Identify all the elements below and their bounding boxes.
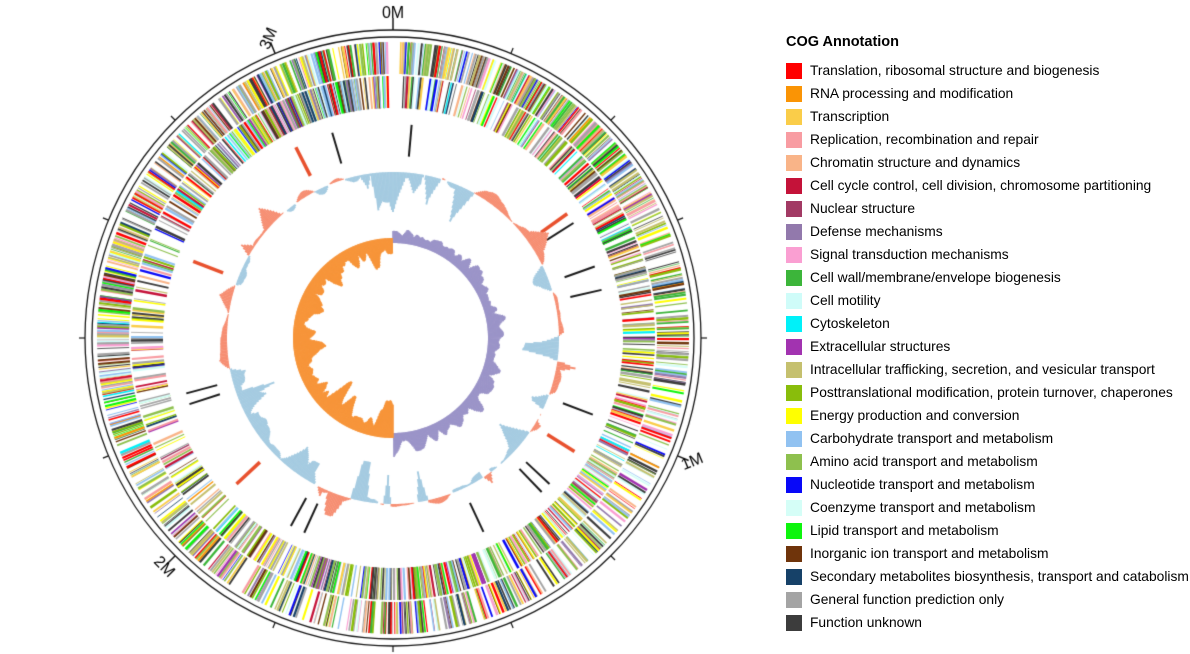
legend-label: Chromatin structure and dynamics [810,155,1021,170]
legend-label: Coenzyme transport and metabolism [810,500,1036,515]
legend-label: Lipid transport and metabolism [810,523,999,538]
legend-label: Cytoskeleton [810,316,890,331]
legend-label: Nucleotide transport and metabolism [810,477,1035,492]
legend-item: Extracellular structures [786,335,1190,358]
legend-label: Cell cycle control, cell division, chrom… [810,178,1152,193]
legend-rows: Translation, ribosomal structure and bio… [786,59,1190,634]
legend-item: Cell motility [786,289,1190,312]
legend-swatch [786,476,802,493]
legend-swatch [786,269,802,286]
legend-item: Secondary metabolites biosynthesis, tran… [786,565,1190,588]
legend-swatch [786,591,802,608]
legend-swatch [786,614,802,631]
legend-swatch [786,361,802,378]
legend-swatch [786,108,802,125]
legend-label: Energy production and conversion [810,408,1020,423]
legend-swatch [786,453,802,470]
legend-label: Intracellular trafficking, secretion, an… [810,362,1155,377]
legend-label: Secondary metabolites biosynthesis, tran… [810,569,1189,584]
legend-item: Lipid transport and metabolism [786,519,1190,542]
legend-item: General function prediction only [786,588,1190,611]
legend-swatch [786,430,802,447]
legend-swatch [786,131,802,148]
legend-label: Amino acid transport and metabolism [810,454,1038,469]
legend-label: Extracellular structures [810,339,951,354]
legend-item: Signal transduction mechanisms [786,243,1190,266]
legend-label: Cell motility [810,293,881,308]
legend-label: RNA processing and modification [810,86,1014,101]
cog-legend: COG Annotation Translation, ribosomal st… [786,34,1190,634]
legend-swatch [786,223,802,240]
legend-item: Nucleotide transport and metabolism [786,473,1190,496]
legend-swatch [786,292,802,309]
legend-item: Cytoskeleton [786,312,1190,335]
legend-swatch [786,85,802,102]
legend-swatch [786,499,802,516]
legend-swatch [786,315,802,332]
legend-swatch [786,154,802,171]
legend-item: Replication, recombination and repair [786,128,1190,151]
genome-circle-plot [0,0,780,654]
legend-item: Cell cycle control, cell division, chrom… [786,174,1190,197]
legend-item: Cell wall/membrane/envelope biogenesis [786,266,1190,289]
legend-item: Coenzyme transport and metabolism [786,496,1190,519]
legend-swatch [786,545,802,562]
legend-label: Nuclear structure [810,201,916,216]
legend-label: Posttranslational modification, protein … [810,385,1173,400]
legend-swatch [786,338,802,355]
legend-item: Chromatin structure and dynamics [786,151,1190,174]
legend-label: Transcription [810,109,890,124]
legend-label: Inorganic ion transport and metabolism [810,546,1049,561]
legend-item: Nuclear structure [786,197,1190,220]
legend-label: Cell wall/membrane/envelope biogenesis [810,270,1061,285]
legend-item: Defense mechanisms [786,220,1190,243]
legend-label: General function prediction only [810,592,1005,607]
legend-swatch [786,384,802,401]
legend-swatch [786,522,802,539]
legend-label: Replication, recombination and repair [810,132,1039,147]
legend-label: Signal transduction mechanisms [810,247,1009,262]
legend-title: COG Annotation [786,34,900,50]
legend-item: Posttranslational modification, protein … [786,381,1190,404]
legend-item: Carbohydrate transport and metabolism [786,427,1190,450]
legend-label: Function unknown [810,615,922,630]
legend-item: Energy production and conversion [786,404,1190,427]
legend-label: Defense mechanisms [810,224,943,239]
legend-swatch [786,200,802,217]
legend-label: Translation, ribosomal structure and bio… [810,63,1100,78]
legend-swatch [786,246,802,263]
legend-label: Carbohydrate transport and metabolism [810,431,1054,446]
legend-swatch [786,568,802,585]
legend-item: Amino acid transport and metabolism [786,450,1190,473]
legend-item: Translation, ribosomal structure and bio… [786,59,1190,82]
legend-swatch [786,62,802,79]
legend-swatch [786,407,802,424]
legend-item: RNA processing and modification [786,82,1190,105]
legend-item: Transcription [786,105,1190,128]
legend-item: Function unknown [786,611,1190,634]
legend-item: Intracellular trafficking, secretion, an… [786,358,1190,381]
legend-item: Inorganic ion transport and metabolism [786,542,1190,565]
legend-swatch [786,177,802,194]
